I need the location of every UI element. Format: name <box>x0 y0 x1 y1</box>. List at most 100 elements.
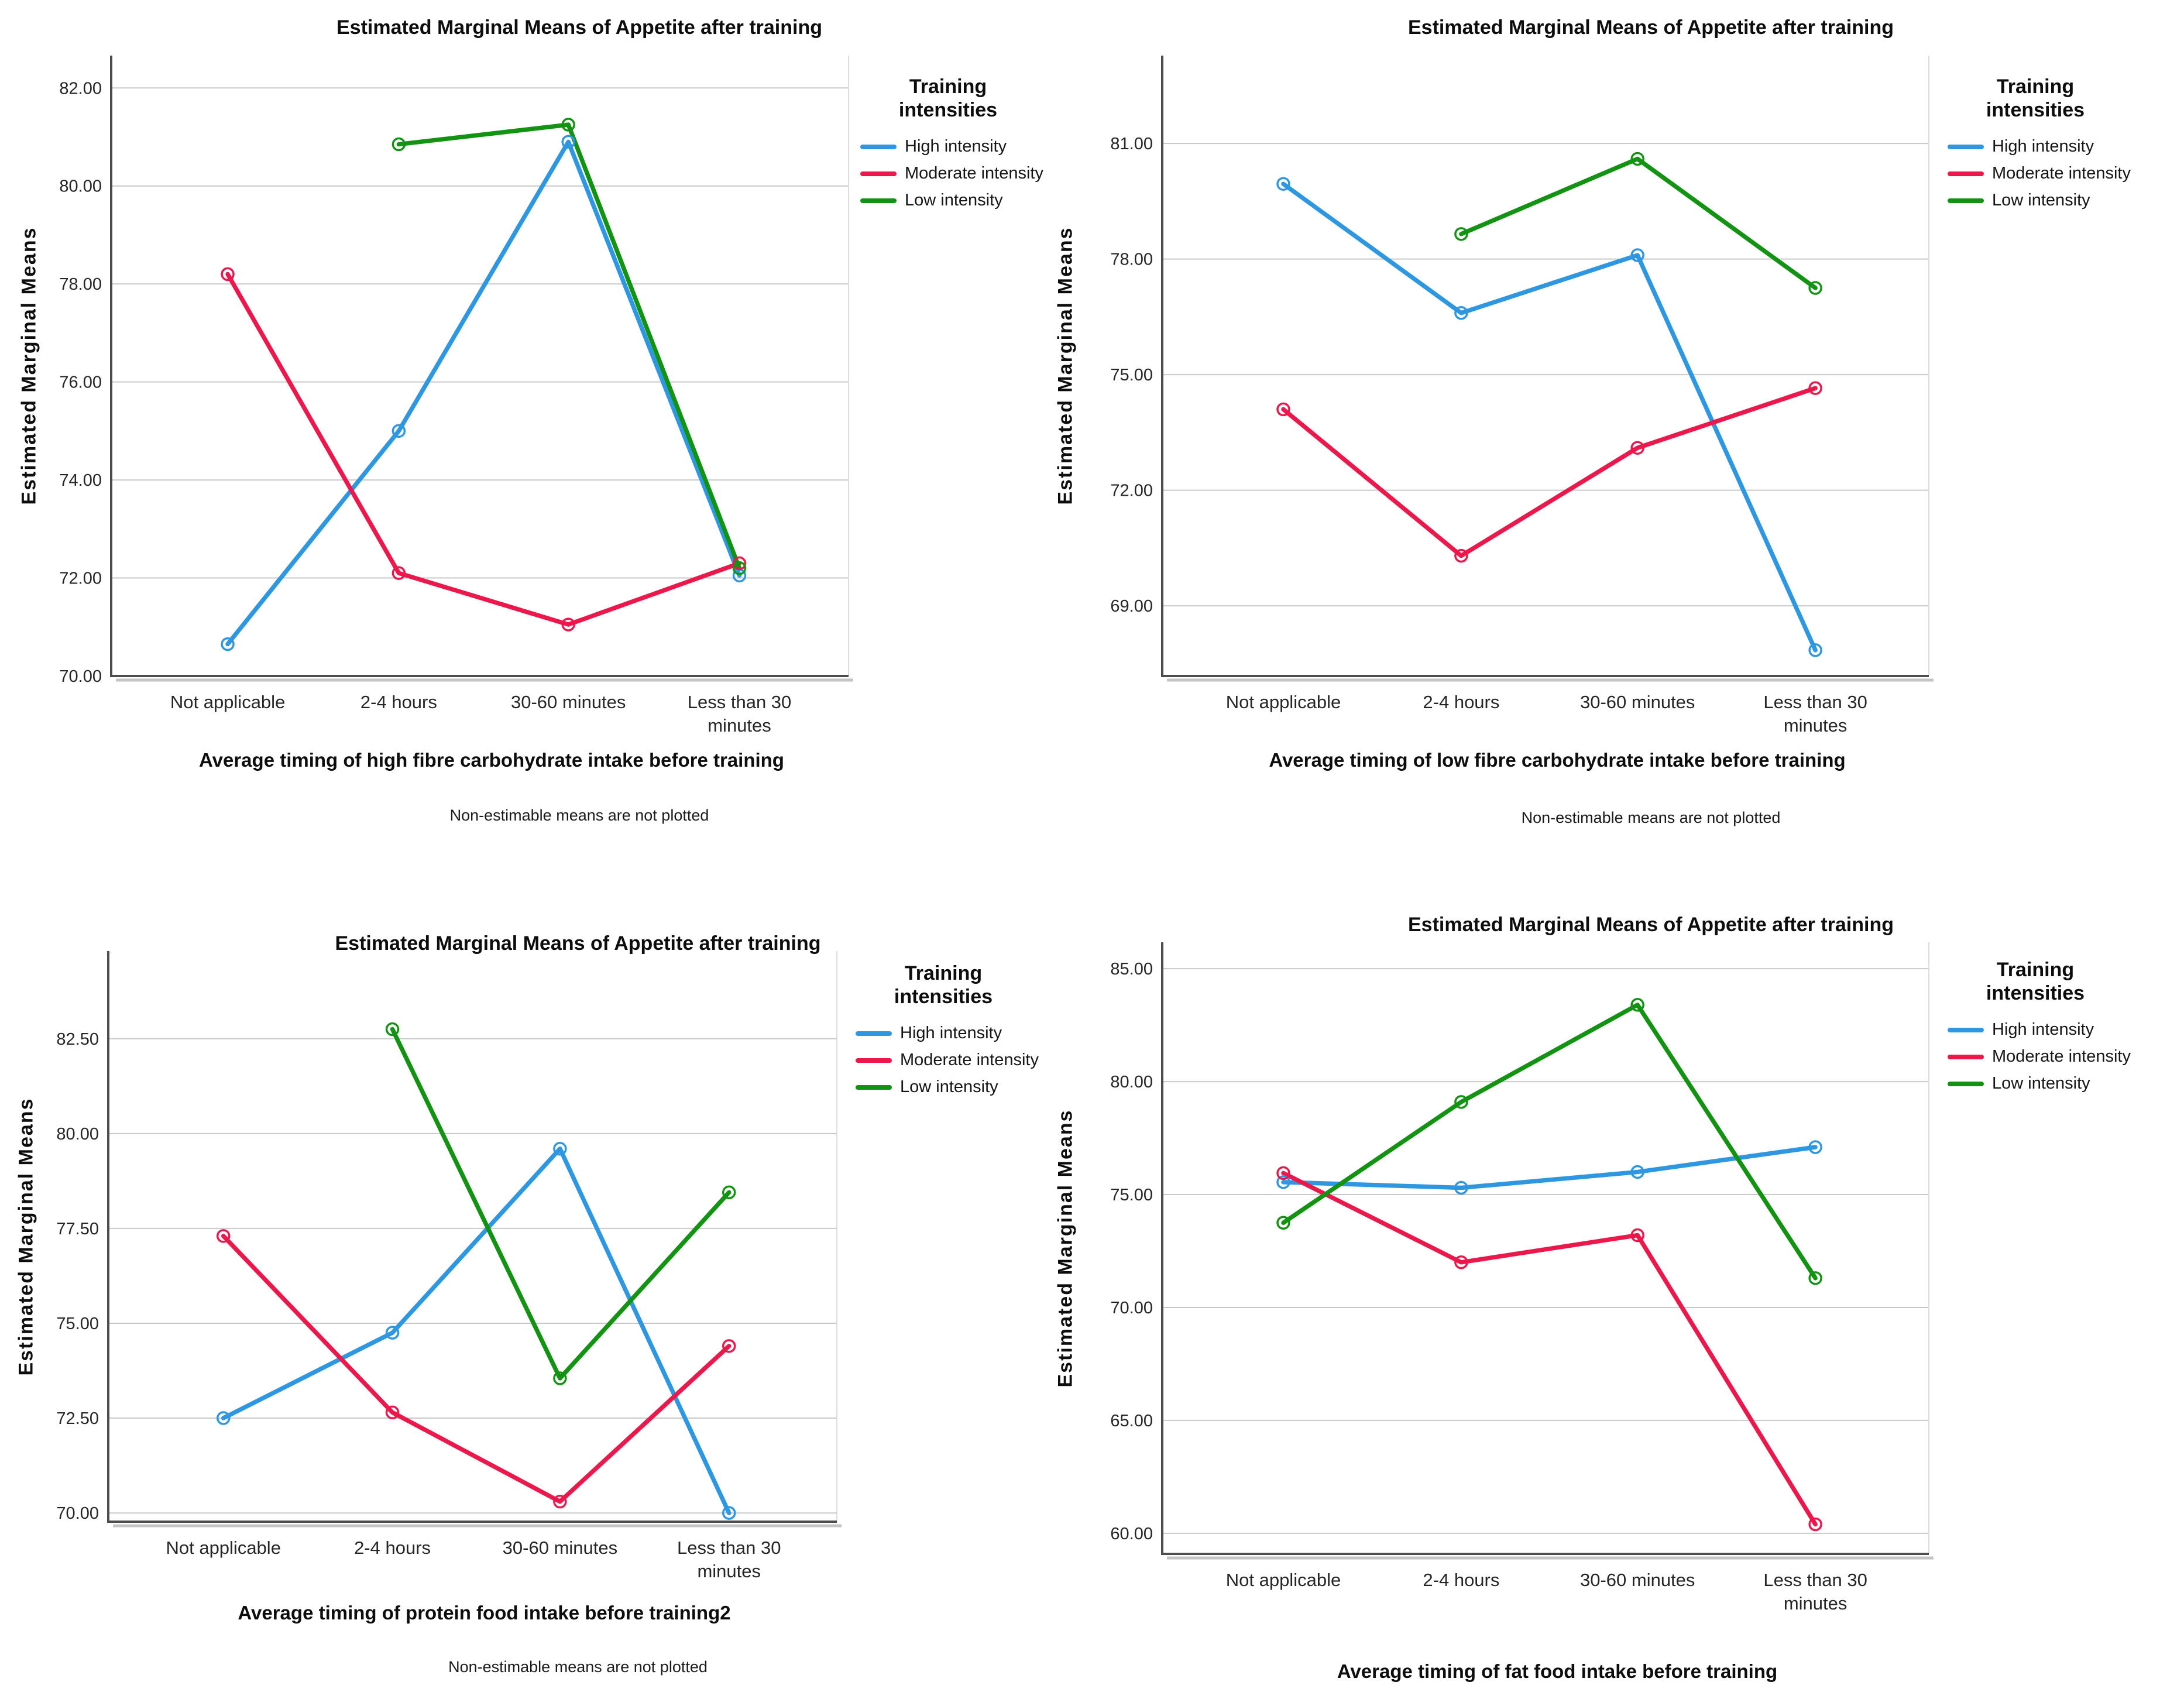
legend-item-label: Moderate intensity <box>1992 1047 2131 1066</box>
data-point-moderate-intensity <box>722 1339 736 1353</box>
series-line-high-intensity <box>1281 181 1818 653</box>
data-point-high-intensity <box>216 1411 231 1425</box>
series-line-low-intensity <box>396 122 742 571</box>
legend-items: High intensity Moderate intensity Low inte… <box>856 1024 1049 1097</box>
data-point-high-intensity <box>1276 177 1290 191</box>
chart-high-fibre-carbohydrate: Estimated Marginal Means of Appetite aft… <box>0 0 1092 846</box>
legend-item-high-intensity: High intensity <box>856 1024 1049 1043</box>
y-tick-label: 60.00 <box>1110 1525 1153 1543</box>
legend-title: Training intensities <box>856 962 1031 1008</box>
x-category-label: Less than 30 <box>1763 692 1867 712</box>
y-tick-label: 81.00 <box>1110 135 1153 153</box>
x-axis-title: Average timing of protein food intake be… <box>238 1602 731 1624</box>
data-point-moderate-intensity <box>1276 402 1290 417</box>
y-tick-label: 85.00 <box>1110 960 1153 979</box>
legend-swatch-icon <box>1948 1054 1984 1059</box>
data-point-high-intensity <box>1630 248 1644 262</box>
legend-title-line1: Training <box>904 962 983 984</box>
x-category-label: minutes <box>708 715 771 736</box>
legend-title-line1: Training <box>909 75 987 98</box>
data-point-high-intensity <box>1454 306 1468 320</box>
x-category-label: Less than 30 <box>688 692 792 712</box>
legend-title-line2: intensities <box>898 99 998 121</box>
legend-item-label: Low intensity <box>905 191 1003 210</box>
legend-swatch-icon <box>860 198 897 203</box>
x-axis-title: Average timing of fat food intake before… <box>1337 1660 1778 1682</box>
legend-item-label: Moderate intensity <box>905 164 1043 183</box>
series-line-low-intensity <box>1281 1003 1818 1281</box>
data-point-low-intensity <box>1630 152 1644 166</box>
data-point-high-intensity <box>221 637 235 651</box>
legend-swatch-icon <box>856 1058 892 1063</box>
y-tick-label: 80.00 <box>59 177 102 196</box>
y-tick-label: 82.50 <box>56 1030 99 1049</box>
legend-item-moderate-intensity: Moderate intensity <box>860 164 1053 183</box>
legend-title: Training intensities <box>1948 958 2123 1005</box>
legend-swatch-icon <box>1948 1027 1984 1032</box>
legend-item-label: Moderate intensity <box>900 1051 1039 1069</box>
legend-item-label: High intensity <box>905 137 1007 156</box>
legend-item-high-intensity: High intensity <box>1948 1020 2141 1039</box>
legend-items: High intensity Moderate intensity Low inte… <box>860 137 1053 210</box>
x-category-label: 2-4 hours <box>354 1537 431 1558</box>
data-point-high-intensity <box>1808 643 1822 657</box>
y-tick-label: 70.00 <box>1110 1299 1153 1317</box>
legend-item-label: High intensity <box>900 1024 1002 1042</box>
y-tick-label: 69.00 <box>1110 597 1153 616</box>
series-line-moderate-intensity <box>1281 1171 1818 1527</box>
data-point-high-intensity <box>561 135 575 149</box>
x-category-label: Not applicable <box>170 692 285 712</box>
chart-low-fibre-carbohydrate: Estimated Marginal Means of Appetite aft… <box>1055 0 2184 846</box>
legend-swatch-icon <box>856 1031 892 1036</box>
series-line-high-intensity <box>221 1146 732 1515</box>
y-tick-label: 76.00 <box>59 373 102 392</box>
x-category-label: 30-60 minutes <box>1580 1570 1695 1590</box>
y-tick-label: 82.00 <box>59 79 102 98</box>
y-tick-label: 80.00 <box>56 1125 99 1144</box>
y-tick-label: 78.00 <box>1110 250 1153 269</box>
legend-item-high-intensity: High intensity <box>1948 137 2141 156</box>
data-point-low-intensity <box>385 1022 400 1037</box>
data-point-low-intensity <box>732 561 747 575</box>
legend-swatch-icon <box>1948 1081 1984 1086</box>
data-point-moderate-intensity <box>1808 381 1822 395</box>
legend-title-line2: intensities <box>1986 982 2085 1004</box>
y-tick-label: 70.00 <box>59 667 102 686</box>
series-line-high-intensity <box>225 139 742 647</box>
x-category-label: Not applicable <box>1226 1570 1341 1590</box>
data-point-high-intensity <box>1808 1140 1822 1154</box>
legend-item-label: High intensity <box>1992 137 2094 156</box>
x-category-label: Not applicable <box>166 1537 280 1558</box>
legend-item-moderate-intensity: Moderate intensity <box>1948 164 2141 183</box>
footnote: Non-estimable means are not plotted <box>448 1658 708 1676</box>
data-point-moderate-intensity <box>561 617 575 632</box>
data-point-moderate-intensity <box>1630 1228 1644 1243</box>
x-category-label: 30-60 minutes <box>503 1537 617 1558</box>
legend-item-low-intensity: Low intensity <box>856 1077 1049 1097</box>
data-point-low-intensity <box>1808 281 1822 295</box>
legend-title-line1: Training <box>1996 75 2075 98</box>
legend: Training intensities High intensity Modera… <box>860 75 1053 218</box>
legend-title-line2: intensities <box>1986 99 2085 121</box>
legend-item-low-intensity: Low intensity <box>1948 1074 2141 1093</box>
x-category-label: minutes <box>1784 715 1848 736</box>
data-point-moderate-intensity <box>392 566 406 580</box>
plot-area: 81.00 78.00 75.00 72.00 69.00 Not applicable 2… <box>1110 56 1934 736</box>
plot-area: 82.50 80.00 77.50 75.00 72.50 70.00 Not applic… <box>56 951 842 1581</box>
legend-title-line1: Training <box>1996 959 2075 981</box>
y-tick-label: 72.00 <box>1110 482 1153 500</box>
data-point-high-intensity <box>553 1141 567 1156</box>
data-point-high-intensity <box>1276 1175 1290 1189</box>
x-category-label: Not applicable <box>1226 692 1341 712</box>
data-point-moderate-intensity <box>221 267 235 282</box>
chart-fat-food: Estimated Marginal Means of Appetite aft… <box>1055 846 2184 1692</box>
y-tick-label: 75.00 <box>1110 1186 1153 1204</box>
legend: Training intensities High intensity Modera… <box>856 962 1049 1104</box>
data-point-moderate-intensity <box>1454 548 1468 563</box>
data-point-moderate-intensity <box>1276 1166 1290 1180</box>
y-tick-label: 65.00 <box>1110 1412 1153 1430</box>
data-point-low-intensity <box>392 137 406 152</box>
plot-area: 85.00 80.00 75.00 70.00 65.00 60.00 Not applic… <box>1110 942 1934 1614</box>
x-category-label: Less than 30 <box>677 1537 781 1558</box>
legend-item-label: Low intensity <box>900 1077 998 1096</box>
